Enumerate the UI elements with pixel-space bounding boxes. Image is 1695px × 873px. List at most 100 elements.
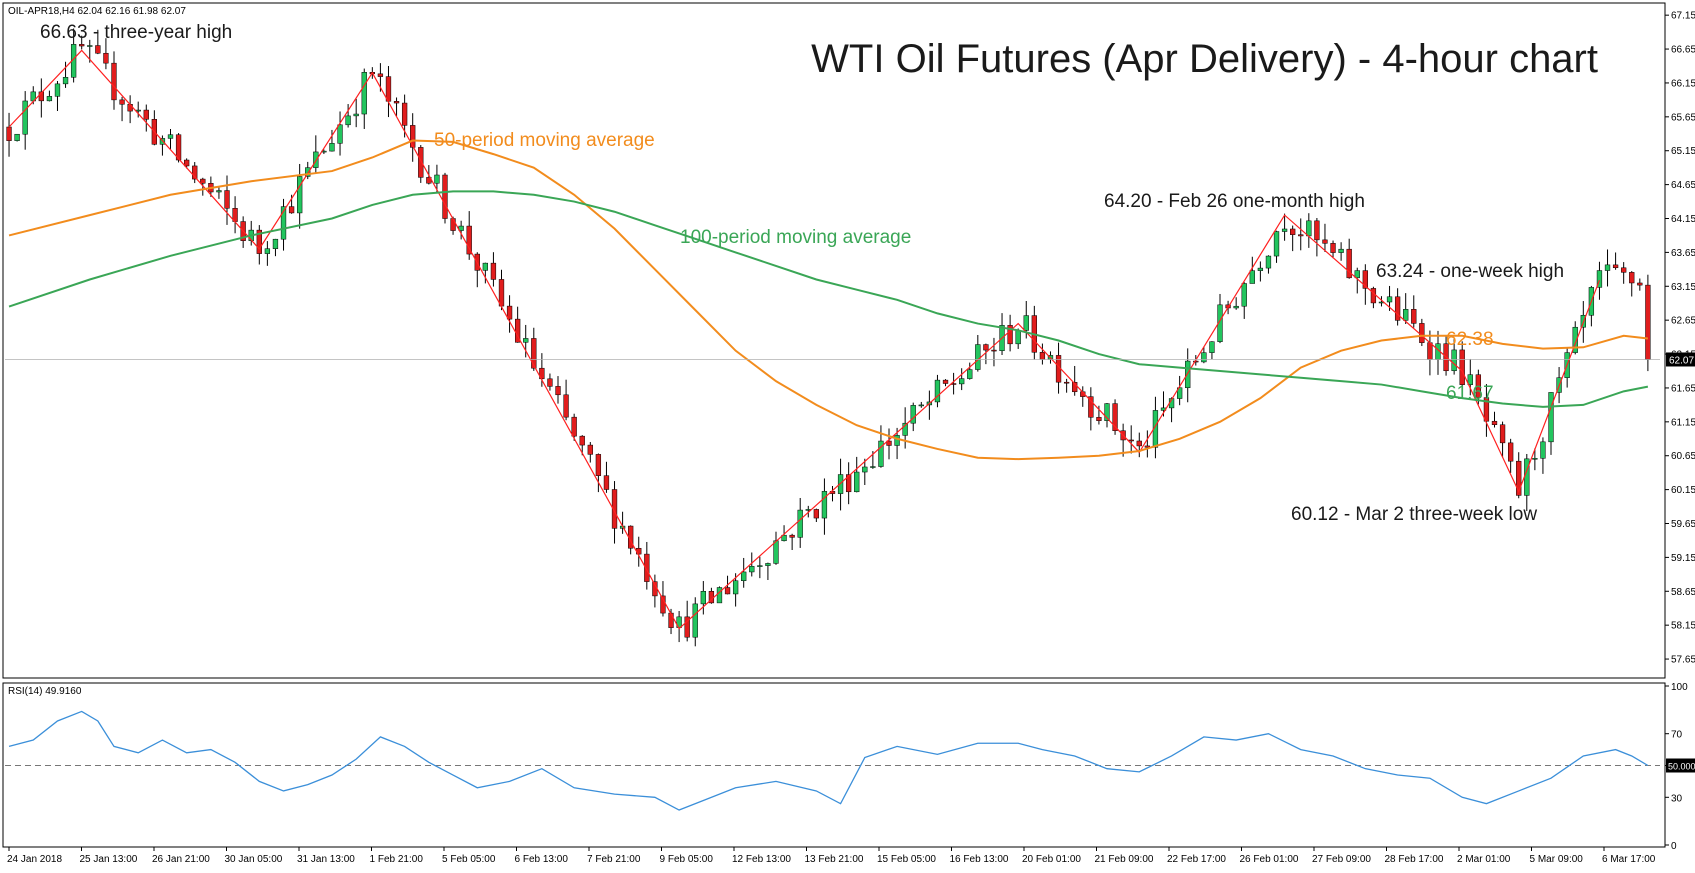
candle-up <box>902 422 908 436</box>
price-tick-label: 61.15 <box>1671 417 1695 428</box>
candle-up <box>337 124 343 144</box>
candle-down <box>531 338 537 369</box>
candle-down <box>1346 248 1352 279</box>
rsi-tick-label: 0 <box>1671 841 1677 852</box>
time-tick-label: 25 Jan 13:00 <box>80 854 138 865</box>
last-price-box <box>1666 352 1695 367</box>
candle-up <box>1241 283 1247 307</box>
candle-up <box>934 379 941 403</box>
time-tick-label: 31 Jan 13:00 <box>297 854 355 865</box>
candle-up <box>87 45 93 47</box>
candle-down <box>983 344 989 351</box>
candle-up <box>716 587 723 604</box>
candle-down <box>724 587 731 595</box>
axes-group: 67.15 66.65 66.15 65.65 65.15 64.65 64.15 63.65… <box>5 11 1695 865</box>
candle-down <box>1475 374 1482 398</box>
candle-down <box>1483 397 1490 422</box>
candle-down <box>192 165 198 180</box>
price-tick-label: 63.65 <box>1671 248 1695 259</box>
candle-down <box>200 178 206 184</box>
candle-down <box>1499 424 1506 444</box>
candle-up <box>1273 231 1280 257</box>
rsi-tick-label: 70 <box>1671 730 1683 741</box>
candle-up <box>1338 248 1344 253</box>
time-tick-label: 26 Jan 21:00 <box>152 854 210 865</box>
candle-down <box>563 394 569 418</box>
candle-down <box>1088 396 1094 418</box>
candle-down <box>587 444 593 455</box>
candle-down <box>555 386 561 396</box>
price-tick-label: 57.65 <box>1671 655 1695 666</box>
rsi-line <box>8 710 1649 811</box>
candle-down <box>385 76 392 102</box>
candle-up <box>1548 392 1554 443</box>
candle-down <box>442 174 448 219</box>
candle-up <box>1257 267 1264 271</box>
candle-down <box>393 101 400 104</box>
candle-down <box>991 349 997 352</box>
candle-up <box>1015 330 1021 345</box>
candle-up <box>297 176 303 214</box>
candle-up <box>54 83 61 97</box>
price-tick-label: 58.15 <box>1671 621 1695 632</box>
time-tick-label: 1 Feb 21:00 <box>370 854 424 865</box>
candle-up <box>700 591 706 605</box>
candle-down <box>547 378 553 387</box>
price-tick-label: 66.15 <box>1671 78 1695 89</box>
candle-down <box>450 218 456 231</box>
candle-down <box>886 440 892 446</box>
time-tick-label: 9 Feb 05:00 <box>660 854 714 865</box>
candle-up <box>62 77 69 85</box>
candle-down <box>942 379 949 384</box>
candle-down <box>103 52 109 64</box>
moving-averages-group <box>8 139 1649 461</box>
candle-down <box>175 134 182 161</box>
candle-down <box>377 73 384 77</box>
annotation-feb26-high: 64.20 - Feb 26 one-month high <box>1104 191 1365 212</box>
candle-up <box>821 491 828 519</box>
candle-up <box>1386 296 1393 303</box>
candle-down <box>79 44 85 47</box>
candle-down <box>6 126 12 141</box>
candle-down <box>1645 284 1651 360</box>
candle-down <box>1007 325 1013 345</box>
candle-up <box>46 96 53 102</box>
candle-up <box>1532 458 1538 460</box>
ma100-end-value: 61.67 <box>1446 383 1494 404</box>
annotation-one-week-high: 63.24 - one-week high <box>1376 261 1564 282</box>
rsi-tick-label: 100 <box>1671 682 1688 693</box>
candle-down <box>1491 420 1498 425</box>
candle-down <box>1427 342 1433 360</box>
candle-down <box>1144 445 1151 448</box>
time-tick-label: 5 Mar 09:00 <box>1530 854 1584 865</box>
candle-up <box>967 369 973 379</box>
candle-down <box>466 225 472 255</box>
candle-down <box>1629 272 1635 284</box>
candle-up <box>264 248 271 254</box>
candle-down <box>1507 442 1514 462</box>
candle-down <box>1298 234 1304 237</box>
time-tick-label: 6 Feb 13:00 <box>515 854 569 865</box>
candle-down <box>1330 243 1336 253</box>
candle-down <box>813 509 820 519</box>
price-tick-label: 65.65 <box>1671 112 1695 123</box>
candle-up <box>692 603 698 638</box>
candle-down <box>1637 282 1643 286</box>
candle-down <box>401 102 408 126</box>
candle-down <box>571 416 577 437</box>
candle-up <box>1233 305 1239 309</box>
candle-down <box>668 612 674 628</box>
candle-up <box>361 72 367 115</box>
rsi-group: 100 70 50.0000 30 0 <box>5 682 1695 852</box>
time-tick-label: 2 Mar 01:00 <box>1457 854 1511 865</box>
candle-down <box>410 125 416 148</box>
candle-down <box>506 305 513 320</box>
candle-down <box>1516 460 1522 496</box>
time-tick-label: 21 Feb 09:00 <box>1095 854 1154 865</box>
candle-up <box>1185 360 1191 389</box>
candle-up <box>14 133 20 141</box>
candle-down <box>418 147 424 178</box>
time-tick-label: 15 Feb 05:00 <box>877 854 936 865</box>
